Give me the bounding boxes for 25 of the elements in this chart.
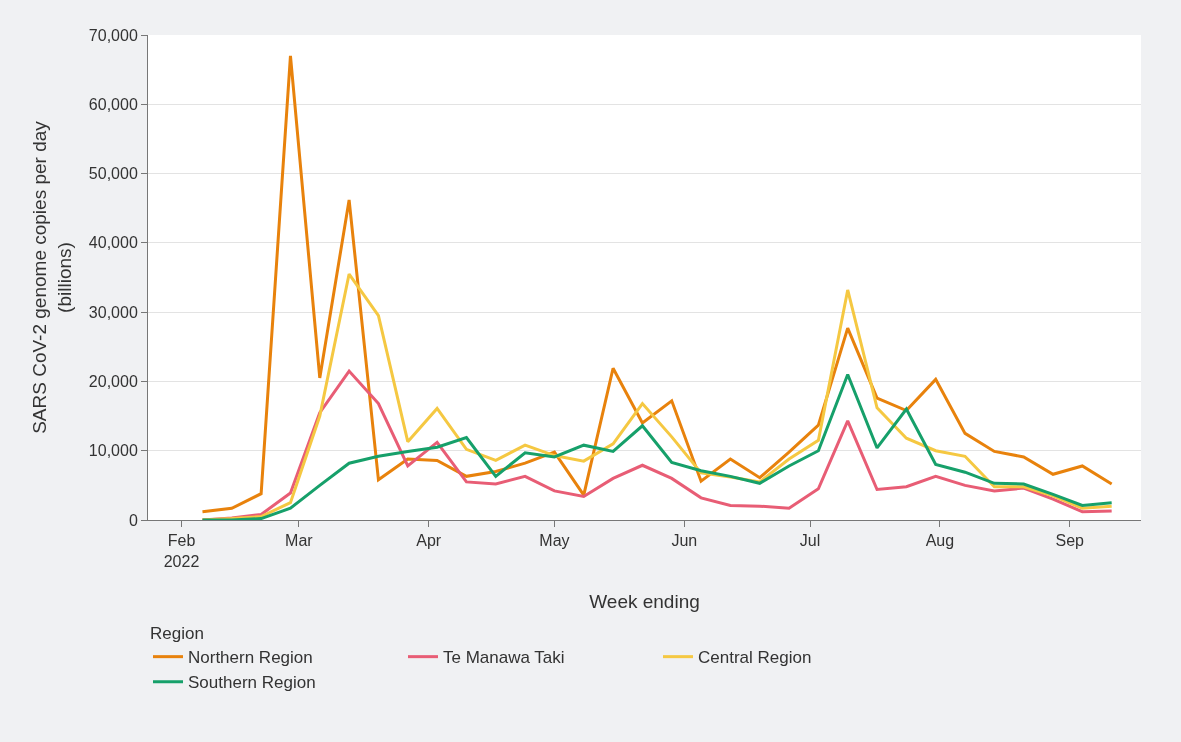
- y-tick-label: 0: [128, 511, 138, 529]
- y-axis-title: SARS CoV-2 genome copies per day (billions): [29, 120, 75, 434]
- x-tick-label: Mar: [285, 532, 314, 550]
- x-tick-label: Feb 2022: [163, 532, 200, 570]
- y-tick-label: 50,000: [88, 165, 138, 183]
- x-tick-label: Jul: [799, 532, 821, 550]
- line-series: [200, 54, 1114, 514]
- y-tick-label: 60,000: [88, 95, 138, 113]
- y-tick-label: 10,000: [88, 442, 138, 460]
- x-tick-label: May: [539, 532, 570, 550]
- legend-title: Region: [150, 624, 204, 644]
- y-tick-label: 30,000: [88, 303, 138, 321]
- x-tick-label: Apr: [416, 532, 442, 550]
- legend-label: Southern Region: [188, 673, 316, 693]
- y-tick-label: 70,000: [88, 26, 138, 44]
- y-tick-label: 20,000: [88, 373, 138, 391]
- line-series: [200, 272, 1114, 520]
- x-tick-label: Sep: [1055, 532, 1085, 550]
- legend-label: Te Manawa Taki: [443, 648, 565, 668]
- x-axis-title: Week ending: [589, 590, 700, 612]
- y-tick-label: 40,000: [88, 234, 138, 252]
- x-tick-label: Jun: [671, 532, 698, 550]
- legend-label: Northern Region: [188, 648, 313, 668]
- legend-label: Central Region: [698, 648, 812, 668]
- x-tick-label: Aug: [925, 532, 955, 550]
